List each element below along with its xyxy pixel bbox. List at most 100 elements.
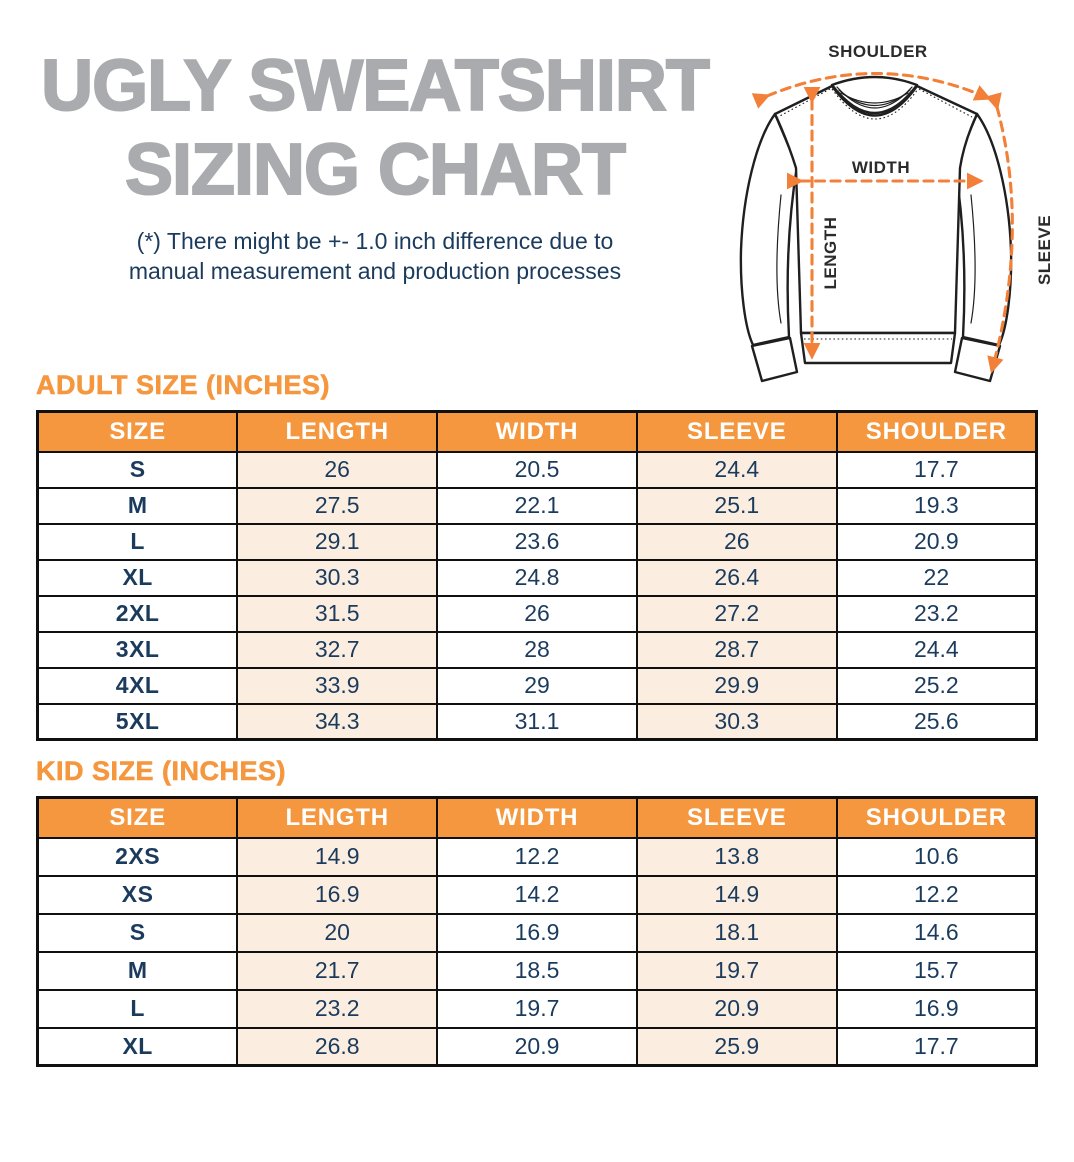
length-cell: 16.9 xyxy=(236,874,439,915)
length-cell: 29.1 xyxy=(236,522,439,561)
adult-size-section: ADULT SIZE (INCHES) SIZE LENGTH WIDTH SLEEV… xyxy=(36,370,1038,741)
shoulder-cell: 17.7 xyxy=(835,1026,1038,1067)
table-row: L 29.1 23.6 26 20.9 xyxy=(36,522,1038,561)
header-block: UGLY SWEATSHIRT SIZING CHART (*) There m… xyxy=(22,44,728,286)
table-row: XS 16.9 14.2 14.9 12.2 xyxy=(36,874,1038,915)
table-row: 4XL 33.9 29 29.9 25.2 xyxy=(36,666,1038,705)
sleeve-cell: 29.9 xyxy=(635,666,838,705)
sleeve-cell: 26.4 xyxy=(635,558,838,597)
table-row: XL 26.8 20.9 25.9 17.7 xyxy=(36,1026,1038,1067)
shoulder-cell: 19.3 xyxy=(835,486,1038,525)
col-header-shoulder: SHOULDER xyxy=(835,796,1038,839)
sleeve-cell: 27.2 xyxy=(635,594,838,633)
table-row: S 26 20.5 24.4 17.7 xyxy=(36,450,1038,489)
sleeve-cell: 30.3 xyxy=(635,702,838,741)
size-cell: 4XL xyxy=(36,666,239,705)
length-cell: 21.7 xyxy=(236,950,439,991)
sweatshirt-illustration: SHOULDER WIDTH LENGTH SLEEVE xyxy=(739,42,1054,383)
sleeve-cell: 25.9 xyxy=(635,1026,838,1067)
width-cell: 18.5 xyxy=(436,950,638,991)
length-cell: 27.5 xyxy=(236,486,439,525)
sleeve-cell: 25.1 xyxy=(635,486,838,525)
page-title-line1: UGLY SWEATSHIRT xyxy=(40,45,711,127)
tables-area: ADULT SIZE (INCHES) SIZE LENGTH WIDTH SLEEV… xyxy=(36,370,1038,1067)
waistband xyxy=(799,331,957,365)
shoulder-cell: 23.2 xyxy=(835,594,1038,633)
col-header-size: SIZE xyxy=(36,410,239,453)
table-row: 5XL 34.3 31.1 30.3 25.6 xyxy=(36,702,1038,741)
shoulder-cell: 24.4 xyxy=(835,630,1038,669)
length-cell: 20 xyxy=(236,912,439,953)
sleeve-arrow xyxy=(985,92,1014,374)
header-row: SIZE LENGTH WIDTH SLEEVE SHOULDER xyxy=(36,796,1038,839)
disclaimer-line1: (*) There might be +- 1.0 inch differenc… xyxy=(136,228,614,254)
width-cell: 26 xyxy=(436,594,638,633)
page-title-line2: SIZING CHART xyxy=(124,129,627,211)
measurement-disclaimer: (*) There might be +- 1.0 inch differenc… xyxy=(22,226,728,286)
shoulder-cell: 15.7 xyxy=(835,950,1038,991)
left-cuff xyxy=(750,336,799,383)
width-cell: 20.5 xyxy=(436,450,638,489)
length-cell: 34.3 xyxy=(236,702,439,741)
col-header-width: WIDTH xyxy=(436,796,638,839)
sleeve-cell: 19.7 xyxy=(635,950,838,991)
width-cell: 31.1 xyxy=(436,702,638,741)
size-cell: 2XS xyxy=(36,836,239,877)
size-cell: 2XL xyxy=(36,594,239,633)
size-cell: 5XL xyxy=(36,702,239,741)
length-cell: 32.7 xyxy=(236,630,439,669)
width-cell: 22.1 xyxy=(436,486,638,525)
sleeve-cell: 14.9 xyxy=(635,874,838,915)
col-header-shoulder: SHOULDER xyxy=(835,410,1038,453)
col-header-size: SIZE xyxy=(36,796,239,839)
shoulder-cell: 20.9 xyxy=(835,522,1038,561)
sleeve-cell: 13.8 xyxy=(635,836,838,877)
table-row: L 23.2 19.7 20.9 16.9 xyxy=(36,988,1038,1029)
shoulder-cell: 10.6 xyxy=(835,836,1038,877)
disclaimer-line2: manual measurement and production proces… xyxy=(128,258,622,284)
sleeve-label: SLEEVE xyxy=(1035,215,1054,285)
left-sleeve xyxy=(739,112,799,347)
col-header-sleeve: SLEEVE xyxy=(635,796,838,839)
adult-size-table: SIZE LENGTH WIDTH SLEEVE SHOULDER S 26 20.5 24.4… xyxy=(36,410,1038,741)
col-header-width: WIDTH xyxy=(436,410,638,453)
sleeve-cell: 18.1 xyxy=(635,912,838,953)
size-cell: XL xyxy=(36,1026,239,1067)
kid-size-table: SIZE LENGTH WIDTH SLEEVE SHOULDER 2XS 14.9 12.2… xyxy=(36,796,1038,1067)
width-cell: 12.2 xyxy=(436,836,638,877)
shoulder-cell: 25.6 xyxy=(835,702,1038,741)
size-cell: XL xyxy=(36,558,239,597)
length-cell: 33.9 xyxy=(236,666,439,705)
col-header-length: LENGTH xyxy=(236,410,439,453)
width-cell: 20.9 xyxy=(436,1026,638,1067)
table-row: S 20 16.9 18.1 14.6 xyxy=(36,912,1038,953)
size-cell: 3XL xyxy=(36,630,239,669)
table-row: M 21.7 18.5 19.7 15.7 xyxy=(36,950,1038,991)
sleeve-cell: 28.7 xyxy=(635,630,838,669)
length-cell: 31.5 xyxy=(236,594,439,633)
table-row: 2XL 31.5 26 27.2 23.2 xyxy=(36,594,1038,633)
col-header-length: LENGTH xyxy=(236,796,439,839)
shoulder-cell: 22 xyxy=(835,558,1038,597)
table-row: 3XL 32.7 28 28.7 24.4 xyxy=(36,630,1038,669)
size-cell: L xyxy=(36,988,239,1029)
size-cell: S xyxy=(36,912,239,953)
size-cell: M xyxy=(36,486,239,525)
sleeve-cell: 24.4 xyxy=(635,450,838,489)
length-label: LENGTH xyxy=(821,217,840,290)
size-cell: M xyxy=(36,950,239,991)
table-row: 2XS 14.9 12.2 13.8 10.6 xyxy=(36,836,1038,877)
length-cell: 30.3 xyxy=(236,558,439,597)
width-cell: 14.2 xyxy=(436,874,638,915)
shoulder-cell: 14.6 xyxy=(835,912,1038,953)
table-row: M 27.5 22.1 25.1 19.3 xyxy=(36,486,1038,525)
size-cell: L xyxy=(36,522,239,561)
width-cell: 16.9 xyxy=(436,912,638,953)
length-cell: 26.8 xyxy=(236,1026,439,1067)
width-label: WIDTH xyxy=(852,158,910,177)
table-row: XL 30.3 24.8 26.4 22 xyxy=(36,558,1038,597)
kid-size-section: KID SIZE (INCHES) SIZE LENGTH WIDTH SLEEVE S… xyxy=(36,756,1038,1067)
shoulder-cell: 12.2 xyxy=(835,874,1038,915)
shoulder-cell: 17.7 xyxy=(835,450,1038,489)
